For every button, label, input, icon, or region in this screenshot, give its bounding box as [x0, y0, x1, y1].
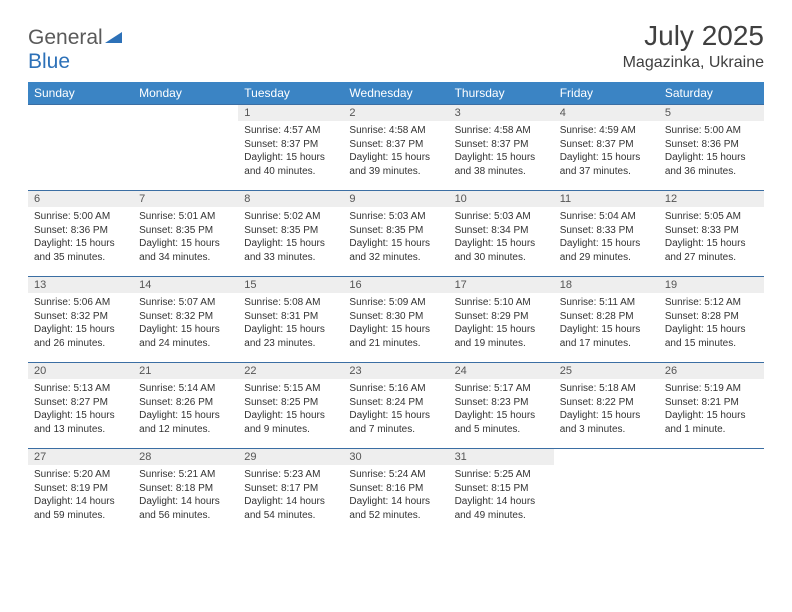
- day-number: 20: [28, 363, 133, 380]
- day-number: [554, 449, 659, 466]
- dayname-mon: Monday: [133, 82, 238, 105]
- dayname-fri: Friday: [554, 82, 659, 105]
- day-number: 14: [133, 277, 238, 294]
- day-number: 23: [343, 363, 448, 380]
- daynum-row: 6789101112: [28, 191, 764, 208]
- day-cell: Sunrise: 5:19 AMSunset: 8:21 PMDaylight:…: [659, 379, 764, 449]
- day-number: 22: [238, 363, 343, 380]
- day-cell: Sunrise: 5:17 AMSunset: 8:23 PMDaylight:…: [449, 379, 554, 449]
- day-cell: Sunrise: 5:03 AMSunset: 8:34 PMDaylight:…: [449, 207, 554, 277]
- month-title: July 2025: [623, 20, 764, 52]
- day-cell: Sunrise: 5:09 AMSunset: 8:30 PMDaylight:…: [343, 293, 448, 363]
- day-number: 10: [449, 191, 554, 208]
- day-cell: Sunrise: 5:00 AMSunset: 8:36 PMDaylight:…: [28, 207, 133, 277]
- day-cell: Sunrise: 5:05 AMSunset: 8:33 PMDaylight:…: [659, 207, 764, 277]
- day-number: 11: [554, 191, 659, 208]
- day-number: 18: [554, 277, 659, 294]
- logo: GeneralBlue: [28, 26, 123, 74]
- day-number: 8: [238, 191, 343, 208]
- day-cell: [28, 121, 133, 191]
- day-number: 6: [28, 191, 133, 208]
- title-block: July 2025 Magazinka, Ukraine: [623, 20, 764, 72]
- day-cell: Sunrise: 5:04 AMSunset: 8:33 PMDaylight:…: [554, 207, 659, 277]
- day-number: 1: [238, 105, 343, 122]
- content-row: Sunrise: 5:06 AMSunset: 8:32 PMDaylight:…: [28, 293, 764, 363]
- calendar-table: Sunday Monday Tuesday Wednesday Thursday…: [28, 82, 764, 534]
- daynum-row: 2728293031: [28, 449, 764, 466]
- day-number: 9: [343, 191, 448, 208]
- day-cell: Sunrise: 5:23 AMSunset: 8:17 PMDaylight:…: [238, 465, 343, 534]
- day-cell: Sunrise: 4:57 AMSunset: 8:37 PMDaylight:…: [238, 121, 343, 191]
- dayname-wed: Wednesday: [343, 82, 448, 105]
- logo-part2: Blue: [28, 50, 70, 73]
- day-cell: Sunrise: 5:07 AMSunset: 8:32 PMDaylight:…: [133, 293, 238, 363]
- header: GeneralBlue July 2025 Magazinka, Ukraine: [28, 20, 764, 74]
- day-cell: Sunrise: 5:00 AMSunset: 8:36 PMDaylight:…: [659, 121, 764, 191]
- day-cell: Sunrise: 5:20 AMSunset: 8:19 PMDaylight:…: [28, 465, 133, 534]
- day-cell: [133, 121, 238, 191]
- day-number: 13: [28, 277, 133, 294]
- location: Magazinka, Ukraine: [623, 54, 764, 72]
- day-number: 17: [449, 277, 554, 294]
- day-number: 15: [238, 277, 343, 294]
- dayname-thu: Thursday: [449, 82, 554, 105]
- day-cell: Sunrise: 5:11 AMSunset: 8:28 PMDaylight:…: [554, 293, 659, 363]
- day-header-row: Sunday Monday Tuesday Wednesday Thursday…: [28, 82, 764, 105]
- day-cell: Sunrise: 5:03 AMSunset: 8:35 PMDaylight:…: [343, 207, 448, 277]
- dayname-sun: Sunday: [28, 82, 133, 105]
- content-row: Sunrise: 5:20 AMSunset: 8:19 PMDaylight:…: [28, 465, 764, 534]
- day-number: [659, 449, 764, 466]
- day-cell: Sunrise: 5:18 AMSunset: 8:22 PMDaylight:…: [554, 379, 659, 449]
- day-cell: Sunrise: 5:13 AMSunset: 8:27 PMDaylight:…: [28, 379, 133, 449]
- day-number: 24: [449, 363, 554, 380]
- day-number: 25: [554, 363, 659, 380]
- day-cell: Sunrise: 5:08 AMSunset: 8:31 PMDaylight:…: [238, 293, 343, 363]
- day-cell: Sunrise: 5:25 AMSunset: 8:15 PMDaylight:…: [449, 465, 554, 534]
- day-number: 19: [659, 277, 764, 294]
- day-cell: [554, 465, 659, 534]
- day-cell: Sunrise: 4:58 AMSunset: 8:37 PMDaylight:…: [343, 121, 448, 191]
- day-cell: Sunrise: 5:01 AMSunset: 8:35 PMDaylight:…: [133, 207, 238, 277]
- day-cell: Sunrise: 5:15 AMSunset: 8:25 PMDaylight:…: [238, 379, 343, 449]
- logo-part1: General: [28, 26, 103, 49]
- content-row: Sunrise: 5:00 AMSunset: 8:36 PMDaylight:…: [28, 207, 764, 277]
- day-number: [133, 105, 238, 122]
- daynum-row: 20212223242526: [28, 363, 764, 380]
- daynum-row: 12345: [28, 105, 764, 122]
- day-number: 31: [449, 449, 554, 466]
- day-cell: Sunrise: 5:24 AMSunset: 8:16 PMDaylight:…: [343, 465, 448, 534]
- day-number: 28: [133, 449, 238, 466]
- day-number: 2: [343, 105, 448, 122]
- day-number: 30: [343, 449, 448, 466]
- day-cell: Sunrise: 5:16 AMSunset: 8:24 PMDaylight:…: [343, 379, 448, 449]
- day-number: 4: [554, 105, 659, 122]
- day-cell: Sunrise: 5:10 AMSunset: 8:29 PMDaylight:…: [449, 293, 554, 363]
- day-number: 3: [449, 105, 554, 122]
- day-cell: Sunrise: 5:12 AMSunset: 8:28 PMDaylight:…: [659, 293, 764, 363]
- day-cell: Sunrise: 4:59 AMSunset: 8:37 PMDaylight:…: [554, 121, 659, 191]
- day-number: 7: [133, 191, 238, 208]
- content-row: Sunrise: 4:57 AMSunset: 8:37 PMDaylight:…: [28, 121, 764, 191]
- day-number: 21: [133, 363, 238, 380]
- day-cell: Sunrise: 5:06 AMSunset: 8:32 PMDaylight:…: [28, 293, 133, 363]
- day-cell: Sunrise: 5:02 AMSunset: 8:35 PMDaylight:…: [238, 207, 343, 277]
- day-number: 12: [659, 191, 764, 208]
- day-number: [28, 105, 133, 122]
- day-number: 16: [343, 277, 448, 294]
- dayname-tue: Tuesday: [238, 82, 343, 105]
- calendar-body: 12345Sunrise: 4:57 AMSunset: 8:37 PMDayl…: [28, 105, 764, 535]
- day-cell: Sunrise: 4:58 AMSunset: 8:37 PMDaylight:…: [449, 121, 554, 191]
- content-row: Sunrise: 5:13 AMSunset: 8:27 PMDaylight:…: [28, 379, 764, 449]
- day-number: 5: [659, 105, 764, 122]
- dayname-sat: Saturday: [659, 82, 764, 105]
- day-number: 27: [28, 449, 133, 466]
- day-cell: [659, 465, 764, 534]
- day-number: 26: [659, 363, 764, 380]
- daynum-row: 13141516171819: [28, 277, 764, 294]
- logo-triangle-icon: [105, 26, 123, 50]
- day-cell: Sunrise: 5:21 AMSunset: 8:18 PMDaylight:…: [133, 465, 238, 534]
- day-number: 29: [238, 449, 343, 466]
- logo-text: GeneralBlue: [28, 26, 123, 74]
- day-cell: Sunrise: 5:14 AMSunset: 8:26 PMDaylight:…: [133, 379, 238, 449]
